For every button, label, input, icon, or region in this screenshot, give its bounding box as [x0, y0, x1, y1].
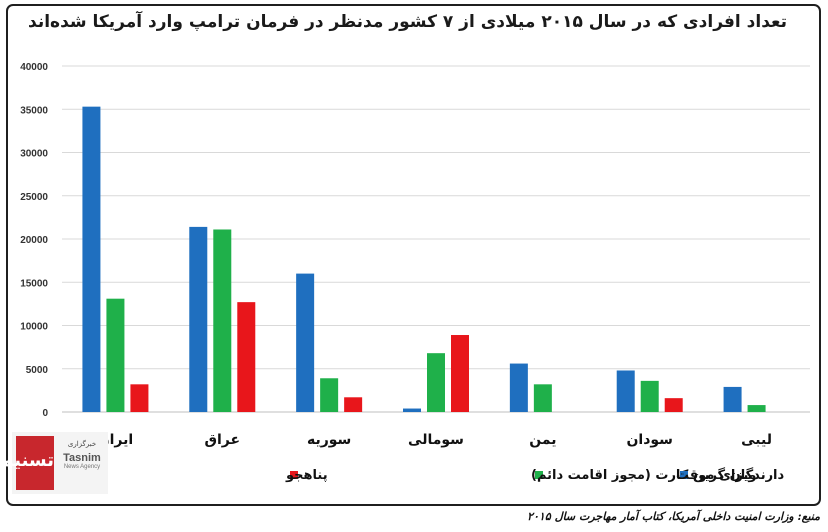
logo-fa: خبرگزاری [67, 441, 97, 448]
bar [189, 226, 208, 412]
y-tick-label: 20000 [20, 235, 48, 246]
bar [344, 397, 363, 412]
legend-label: ویزای موقت [676, 468, 756, 483]
category-label: سومالی [408, 432, 464, 448]
y-tick-label: 25000 [20, 192, 48, 203]
category-label: لیبی [741, 432, 772, 448]
bar [106, 298, 125, 412]
y-tick-label: 35000 [20, 105, 48, 116]
legend-swatch [290, 471, 298, 479]
y-tick-label: 0 [42, 408, 48, 419]
bar [403, 408, 421, 412]
category-label: عراق [204, 432, 240, 448]
legend-label: پناهجو [285, 468, 328, 483]
logo-mark: تسنیم [0, 436, 54, 490]
y-tick-label: 30000 [20, 149, 48, 160]
y-tick-label: 40000 [20, 62, 48, 73]
bar [533, 384, 552, 412]
y-tick-label: 5000 [26, 365, 49, 376]
y-tick-label: 10000 [20, 322, 48, 333]
bar [82, 106, 101, 412]
bar [237, 302, 256, 412]
logo-en: Tasnim [63, 452, 101, 464]
bar [723, 386, 742, 412]
legend-swatch [680, 471, 688, 479]
logo-text: خبرگزاری Tasnim News Agency [58, 440, 106, 470]
bar [509, 363, 528, 412]
category-label: سودان [626, 432, 672, 448]
bar [451, 335, 469, 412]
tasnim-logo: تسنیم خبرگزاری Tasnim News Agency [0, 432, 108, 494]
category-label: سوریه [307, 432, 351, 448]
chart-title: تعداد افرادی که در سال ۲۰۱۵ میلادی از ۷ … [28, 12, 787, 32]
bar [213, 229, 232, 412]
source-note: منبع: وزارت امنیت داخلی آمریکا، کتاب آما… [527, 510, 820, 523]
legend-swatch [535, 471, 543, 479]
bar [320, 378, 339, 412]
logo-sub: News Agency [63, 464, 101, 470]
bar [296, 273, 315, 412]
bar [747, 405, 766, 412]
y-tick-label: 15000 [20, 278, 48, 289]
bar [616, 370, 635, 412]
category-label: یمن [529, 432, 556, 448]
bar [664, 398, 683, 412]
chart-frame [6, 4, 821, 506]
bar [427, 353, 445, 412]
legend-label: دارندگان گرین کارت (مجوز اقامت دائم) [531, 467, 785, 483]
bar [130, 384, 149, 412]
bar [640, 380, 659, 412]
